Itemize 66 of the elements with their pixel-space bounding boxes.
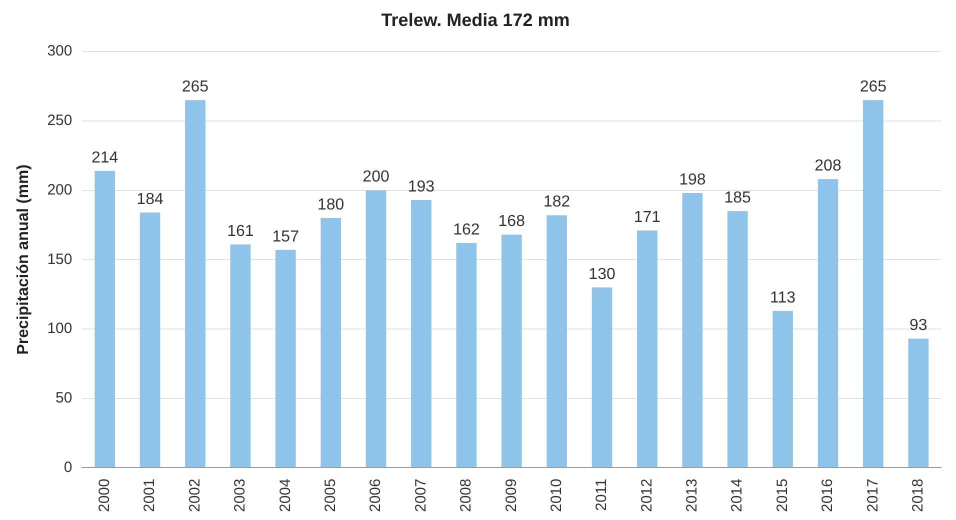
x-tick-label: 2010 xyxy=(548,478,565,512)
x-tick-label: 2014 xyxy=(728,478,746,512)
bar xyxy=(411,200,432,468)
bar xyxy=(275,250,296,468)
x-tick-label: 2004 xyxy=(276,478,294,512)
x-tick-label: 2011 xyxy=(593,478,610,511)
y-tick-label: 200 xyxy=(47,181,72,198)
data-label: 168 xyxy=(498,213,526,230)
data-label: 93 xyxy=(910,317,928,334)
bar xyxy=(501,234,522,468)
x-tick-label: 2008 xyxy=(458,478,475,512)
bar xyxy=(94,170,115,468)
bar xyxy=(772,310,793,468)
data-label: 171 xyxy=(634,208,661,226)
y-tick-label: 100 xyxy=(47,320,72,338)
bar xyxy=(818,179,838,468)
bar xyxy=(908,338,929,468)
x-tick-label: 2018 xyxy=(910,478,927,512)
y-tick-label: 50 xyxy=(56,389,72,406)
x-tick-label: 2015 xyxy=(774,478,791,512)
x-tick-label: 2001 xyxy=(141,478,158,512)
data-label: 200 xyxy=(362,168,390,186)
bar xyxy=(140,212,160,468)
y-tick-label: 150 xyxy=(47,250,72,268)
bar xyxy=(727,211,748,468)
bar xyxy=(682,193,703,468)
x-tick-label: 2013 xyxy=(684,478,701,512)
bar xyxy=(366,190,386,468)
data-label: 265 xyxy=(860,78,887,96)
y-tick-label: 0 xyxy=(64,458,72,476)
y-tick-label: 250 xyxy=(47,112,72,130)
data-label: 193 xyxy=(408,178,435,196)
data-label: 130 xyxy=(588,266,616,283)
data-label: 162 xyxy=(453,221,480,238)
bar xyxy=(230,244,251,468)
data-label: 182 xyxy=(543,194,570,211)
y-axis-title: Precipitación anual (mm) xyxy=(15,164,32,355)
data-label: 161 xyxy=(227,222,254,240)
y-tick-label: 300 xyxy=(47,42,72,60)
x-tick-label: 2016 xyxy=(819,478,836,512)
bar xyxy=(546,215,567,468)
bar xyxy=(185,100,206,468)
x-tick-label: 2009 xyxy=(502,478,520,512)
x-tick-label: 2006 xyxy=(367,478,384,512)
data-label: 185 xyxy=(724,189,752,206)
bar xyxy=(592,287,612,468)
x-tick-label: 2007 xyxy=(412,478,430,512)
chart-title: Trelew. Media 172 mm xyxy=(381,10,570,30)
data-label: 157 xyxy=(272,228,300,246)
bar xyxy=(863,100,884,468)
data-label: 113 xyxy=(770,289,796,306)
data-label: 208 xyxy=(814,158,842,175)
x-tick-label: 2012 xyxy=(638,478,656,512)
x-tick-label: 2003 xyxy=(232,478,249,512)
data-label: 265 xyxy=(182,78,209,96)
data-label: 214 xyxy=(91,149,118,166)
x-tick-label: 2002 xyxy=(186,478,204,512)
data-label: 184 xyxy=(136,190,164,208)
data-label: 180 xyxy=(317,196,344,214)
bar xyxy=(456,242,477,468)
bar xyxy=(637,230,658,468)
data-label: 198 xyxy=(679,171,706,188)
x-tick-label: 2000 xyxy=(96,478,113,512)
x-tick-label: 2005 xyxy=(322,478,339,512)
x-tick-label: 2017 xyxy=(864,478,882,512)
bar xyxy=(320,218,341,468)
